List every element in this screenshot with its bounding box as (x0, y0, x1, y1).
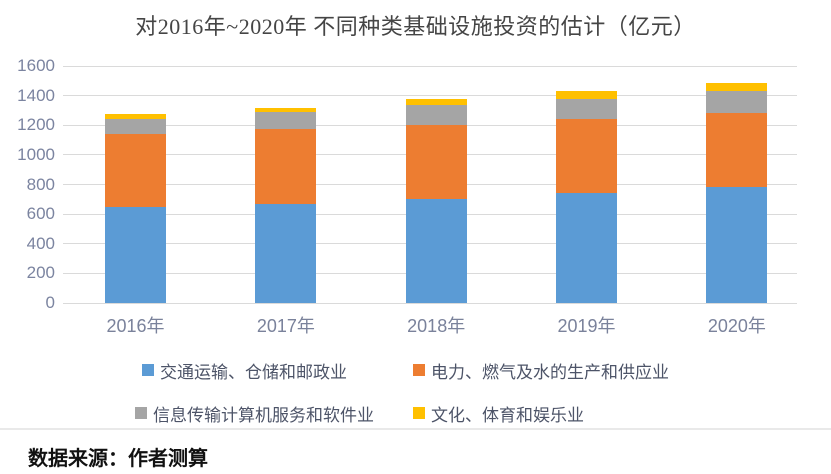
y-tick-label: 1000 (17, 144, 55, 164)
bar-segment (105, 114, 166, 119)
legend-label: 文化、体育和娱乐业 (431, 405, 584, 425)
y-tick-label: 600 (26, 204, 55, 224)
y-axis: 0 200 400 600 800 1000 1200 1400 1600 (0, 57, 55, 312)
y-tick-label: 800 (26, 174, 55, 194)
y-tick-label: 400 (26, 233, 55, 253)
bar-segment (105, 207, 166, 303)
gridline (63, 95, 797, 97)
bar (105, 114, 166, 303)
legend-swatch (135, 407, 147, 419)
y-tick-label: 1200 (17, 115, 55, 135)
legend-swatch (413, 364, 425, 376)
bar-segment (405, 99, 467, 106)
data-source-note: 数据来源：作者测算 (28, 448, 208, 470)
x-tick-label: 2020年 (707, 316, 766, 336)
bar-segment (556, 91, 618, 100)
gridline (63, 302, 797, 304)
bar (405, 99, 467, 303)
bar-segment (405, 124, 467, 199)
bar-segment (105, 118, 166, 135)
bar (556, 91, 618, 303)
bar-segment (706, 113, 768, 187)
y-tick-label: 200 (26, 263, 55, 283)
bar-segment (255, 107, 317, 112)
x-axis: 2016年 2017年 2018年 2019年 2020年 (63, 312, 797, 336)
bar-segment (105, 134, 166, 208)
bar-segment (255, 128, 317, 204)
plot-area (63, 65, 797, 304)
legend-label: 交通运输、仓储和邮政业 (160, 362, 347, 382)
bar-segment (556, 118, 618, 193)
legend: 交通运输、仓储和邮政业 电力、燃气及水的生产和供应业信息传输计算机服务和软件业 文化… (0, 355, 831, 425)
legend-item: 电力、燃气及水的生产和供应业 (413, 359, 669, 382)
legend-swatch (413, 407, 425, 419)
x-tick-label: 2016年 (106, 316, 165, 336)
bar-segment (706, 83, 768, 92)
bar-segment (405, 198, 467, 303)
y-tick-label: 1600 (17, 56, 55, 75)
y-tick-label: 1400 (17, 85, 55, 105)
bar (255, 107, 317, 303)
legend-item: 文化、体育和娱乐业 (413, 402, 584, 425)
bar-segment (556, 192, 618, 303)
bar-segment (706, 186, 768, 303)
x-tick-label: 2019年 (557, 316, 616, 336)
bar-segment (556, 99, 618, 119)
chart-title: 对2016年~2020年 不同种类基础设施投资的估计（亿元） (135, 14, 696, 39)
legend-swatch (142, 364, 154, 376)
divider-line (0, 428, 831, 430)
y-tick-label: 0 (45, 293, 55, 312)
legend-item: 信息传输计算机服务和软件业 (135, 402, 374, 425)
bar-segment (405, 105, 467, 125)
legend-label: 电力、燃气及水的生产和供应业 (431, 362, 669, 382)
bar-segment (255, 111, 317, 129)
bar-segment (255, 203, 317, 303)
bar (706, 83, 768, 303)
legend-label: 信息传输计算机服务和软件业 (153, 405, 374, 425)
gridline (63, 65, 797, 67)
legend-item: 交通运输、仓储和邮政业 (142, 359, 347, 382)
x-tick-label: 2018年 (407, 316, 466, 336)
bar-segment (706, 91, 768, 114)
x-tick-label: 2017年 (256, 316, 315, 336)
